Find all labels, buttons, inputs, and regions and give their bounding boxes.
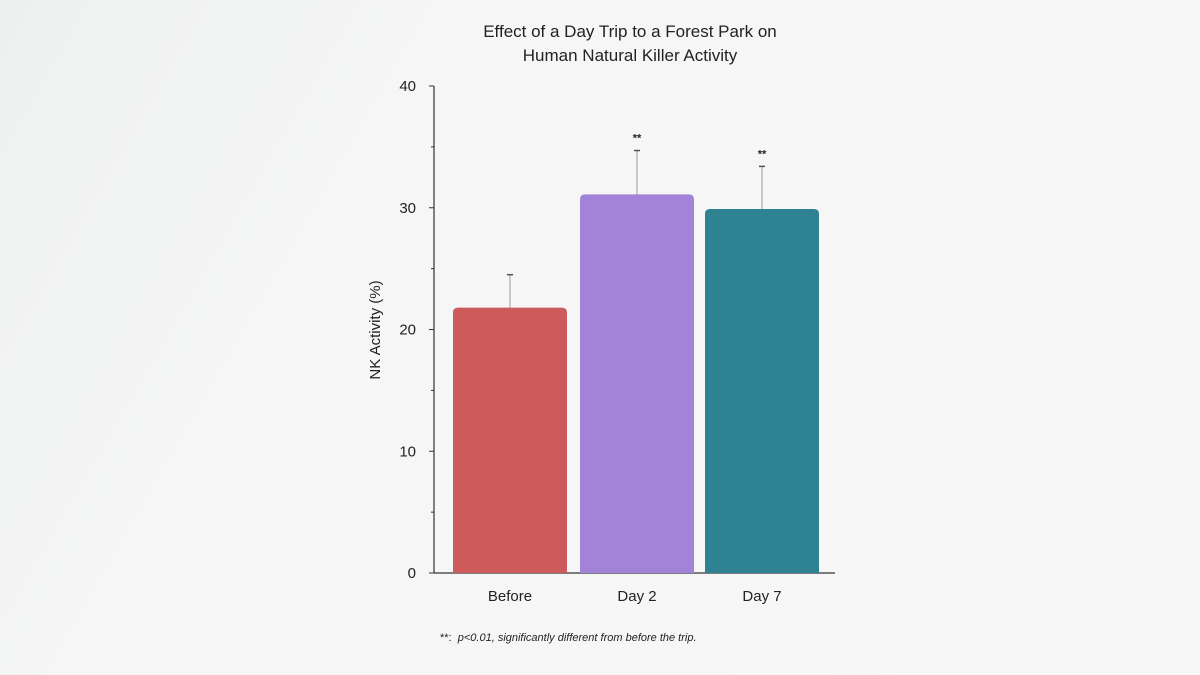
y-tick-label: 40 [399,78,416,95]
significance-marker: ** [758,148,767,160]
title-line-1: Effect of a Day Trip to a Forest Park on [483,22,777,41]
y-axis-label: NK Activity (%) [367,280,384,379]
bar-before [453,307,567,573]
significance-marker: ** [633,133,642,145]
x-tick-label: Day 7 [742,588,781,605]
x-tick-label: Day 2 [617,588,656,605]
y-tick-label: 30 [399,200,416,217]
y-tick-label: 10 [399,443,416,460]
footnote-text: p<0.01, significantly different from bef… [457,632,697,644]
title-line-2: Human Natural Killer Activity [522,46,738,65]
footnote-marker: **: [440,632,452,644]
y-tick-label: 20 [399,322,416,339]
footnote: **: p<0.01, significantly different from… [440,632,697,644]
x-tick-label: Before [488,588,532,605]
chart-title: Effect of a Day Trip to a Forest Park on… [380,20,880,68]
y-tick-label: 0 [408,565,416,582]
bar-day-7 [705,208,819,573]
bar-day-2 [580,194,694,574]
